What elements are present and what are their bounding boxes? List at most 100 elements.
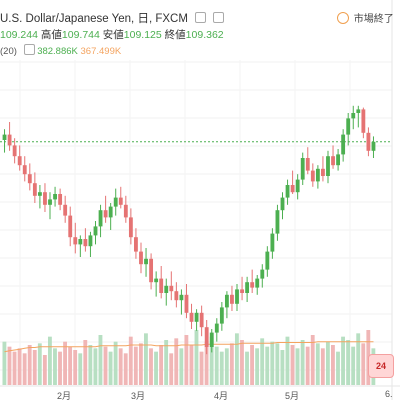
volume-bar [123,353,128,385]
volume-bar [229,343,234,385]
candle-body[interactable] [154,278,159,283]
square-icon[interactable] [195,12,207,23]
candle-body[interactable] [159,278,164,293]
candle-body[interactable] [219,307,224,324]
candle-body[interactable] [128,217,133,238]
candle-body[interactable] [275,210,280,234]
candle-body[interactable] [2,134,7,140]
candle-body[interactable] [366,132,371,151]
candle-body[interactable] [260,269,265,279]
candle-body[interactable] [174,291,179,301]
candle-body[interactable] [144,258,148,265]
candle-body[interactable] [361,109,366,133]
candle-body[interactable] [93,226,98,236]
candle-body[interactable] [179,294,184,301]
candle-body[interactable] [250,282,255,288]
candle-body[interactable] [315,168,320,182]
candle-body[interactable] [78,239,83,245]
candle-body[interactable] [214,323,219,333]
candle-body[interactable] [12,145,17,157]
candle-body[interactable] [63,204,68,216]
candle-body[interactable] [321,168,325,176]
square-icon[interactable] [213,12,225,23]
volume-ma-line [4,341,374,353]
candle-body[interactable] [184,294,189,313]
candle-body[interactable] [245,282,250,293]
candle-body[interactable] [98,210,103,227]
volume-period: (20) [0,46,17,57]
volume-legend[interactable]: (20) 382.886K 367.499K [0,44,121,57]
candle-body[interactable] [295,179,300,193]
candle-body[interactable] [83,239,88,247]
candle-body[interactable] [7,134,12,146]
market-status[interactable]: 市場終了 [337,10,394,25]
candle-body[interactable] [270,233,275,252]
candle-body[interactable] [326,156,330,176]
candle-body[interactable] [189,312,194,322]
candle-body[interactable] [108,206,113,218]
candle-body[interactable] [113,197,118,207]
volume-bar [113,341,118,385]
candle-body[interactable] [346,118,351,135]
candle-body[interactable] [204,327,209,347]
candle-body[interactable] [300,158,305,180]
time-label-apr: 4月 [214,391,229,401]
volume-bar [265,346,270,385]
volume-bar [58,351,62,385]
candle-body[interactable] [134,237,138,252]
open-value: 109.244 [0,29,38,41]
candle-body[interactable] [255,278,260,288]
volume-bar [290,345,295,385]
candle-body[interactable] [73,237,78,245]
price-scale[interactable] [392,0,400,400]
high-label: 高値 [40,29,62,41]
symbol-title[interactable]: U.S. Dollar/Japanese Yen, 日, FXCM [0,13,188,25]
candle-body[interactable] [68,215,73,238]
candle-body[interactable] [123,204,128,218]
candle-body[interactable] [336,154,341,166]
candle-body[interactable] [331,156,335,166]
candle-body[interactable] [230,294,234,304]
candle-body[interactable] [290,185,295,193]
candle-body[interactable] [88,235,93,247]
candle-body[interactable] [27,174,32,184]
candle-body[interactable] [118,197,123,205]
candle-body[interactable] [310,170,315,182]
candle-body[interactable] [32,183,37,196]
candle-body[interactable] [285,185,290,198]
volume-bar [133,346,138,385]
candle-body[interactable] [22,165,27,175]
candle-body[interactable] [265,251,270,270]
candle-body[interactable] [58,194,63,205]
chart-logo-icon: 24 [368,354,394,378]
candle-body[interactable] [224,294,229,308]
candle-body[interactable] [17,156,22,166]
candle-body[interactable] [356,109,361,113]
candle-body[interactable] [37,192,42,196]
volume-bar [234,333,239,385]
candle-body[interactable] [371,141,376,151]
candle-body[interactable] [305,158,310,171]
candle-body[interactable] [48,199,52,205]
candle-body[interactable] [139,251,143,265]
candle-body[interactable] [235,289,239,304]
candle-body[interactable] [194,312,199,322]
candle-body[interactable] [341,134,346,155]
volume-bar [341,336,345,385]
candle-body[interactable] [199,312,204,328]
volume-bar [346,340,351,385]
square-icon[interactable] [23,44,35,55]
candle-body[interactable] [149,258,154,283]
candle-body[interactable] [169,285,174,292]
candle-body[interactable] [280,197,285,211]
candle-body[interactable] [43,192,47,205]
candle-body[interactable] [103,210,108,218]
candle-body[interactable] [240,289,244,293]
candle-body[interactable] [351,113,356,119]
candle-body[interactable] [164,285,169,293]
close-label: 終値 [164,29,186,41]
candle-body[interactable] [209,332,214,347]
candle-body[interactable] [53,194,57,200]
